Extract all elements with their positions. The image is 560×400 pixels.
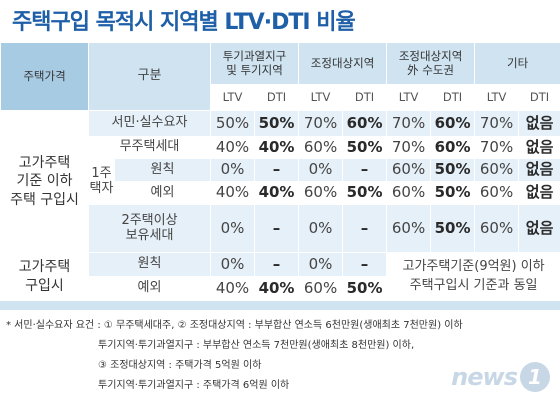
row-label: 예외 xyxy=(113,181,212,205)
ltv-header: LTV xyxy=(386,84,432,111)
row-label: 2주택이상 보유세대 xyxy=(87,204,212,253)
row-label: 무주택세대 xyxy=(87,136,212,159)
ltv-header: LTV xyxy=(474,84,520,111)
ltv-header: LTV xyxy=(210,84,256,111)
cell-value: 60% xyxy=(386,204,432,253)
footnote-line: 투기지역·투기과열지구 : 부부합산 연소득 7천만원(생애최초 8천만원) 이… xyxy=(98,340,415,351)
ltv-header: LTV xyxy=(298,84,344,111)
cell-value: 0% xyxy=(210,252,256,277)
header-region-capital: 조정대상지역 外 수도권 xyxy=(386,42,476,85)
cell-value: 40% xyxy=(254,276,300,301)
header-purchase: 주택가격 xyxy=(0,42,89,111)
group-one-house: 1주택자 xyxy=(88,158,115,205)
row-label: 서민·실수요자 xyxy=(87,110,212,137)
cell-value: 없음 xyxy=(518,136,560,159)
cell-value: 60% xyxy=(430,110,476,137)
cell-value: 50% xyxy=(342,181,388,205)
row-label: 원칙 xyxy=(87,252,212,277)
dti-header: DTI xyxy=(518,84,560,111)
dti-header: DTI xyxy=(430,84,476,111)
cell-value: – xyxy=(342,158,388,182)
cell-value: 70% xyxy=(386,110,432,137)
footnote-line: ③ 조정대상지역 : 주택가격 5억원 이하 xyxy=(98,360,262,371)
header-region-other: 기타 xyxy=(474,42,560,85)
cell-value: 50% xyxy=(342,276,388,301)
cell-value: – xyxy=(342,204,388,253)
page-title: 주택구입 목적시 지역별 LTV·DTI 비율 xyxy=(12,10,356,35)
group-below-high-price: 고가주택 기준 이하 주택 구입시 xyxy=(0,110,89,253)
cell-value: 60% xyxy=(474,181,520,205)
cell-value: 60% xyxy=(386,158,432,182)
cell-value: 70% xyxy=(386,136,432,159)
cell-value: 40% xyxy=(254,136,300,159)
logo-word: news xyxy=(451,363,518,391)
cell-value: – xyxy=(342,252,388,277)
merged-note: 고가주택기준(9억원) 이하 주택구입시 기준과 동일 xyxy=(386,252,560,301)
cell-value: 0% xyxy=(298,204,344,253)
cell-value: 70% xyxy=(298,110,344,137)
cell-value: 0% xyxy=(298,252,344,277)
cell-value: 50% xyxy=(254,110,300,137)
logo-mark: 1 xyxy=(520,362,550,392)
ltv-dti-table: 주택가격 구분 투기과열지구 및 투기지역 조정대상지역 조정대상지역 外 수도… xyxy=(0,42,560,301)
cell-value: 40% xyxy=(210,181,256,205)
row-label: 원칙 xyxy=(113,158,212,182)
row-label: 예외 xyxy=(87,276,212,301)
cell-value: 60% xyxy=(298,136,344,159)
cell-value: 50% xyxy=(342,136,388,159)
cell-value: 0% xyxy=(298,158,344,182)
cell-value: 없음 xyxy=(518,110,560,137)
header-region-speculation: 투기과열지구 및 투기지역 xyxy=(210,42,300,85)
news1-logo: news 1 xyxy=(451,362,550,392)
header-region-adjustment: 조정대상지역 xyxy=(298,42,388,85)
cell-value: 0% xyxy=(210,204,256,253)
cell-value: 60% xyxy=(474,158,520,182)
dti-header: DTI xyxy=(254,84,300,111)
cell-value: 50% xyxy=(210,110,256,137)
cell-value: 60% xyxy=(430,136,476,159)
cell-value: 60% xyxy=(298,181,344,205)
cell-value: 50% xyxy=(430,158,476,182)
cell-value: 40% xyxy=(254,181,300,205)
cell-value: 40% xyxy=(210,136,256,159)
cell-value: 60% xyxy=(342,110,388,137)
cell-value: – xyxy=(254,252,300,277)
cell-value: 0% xyxy=(210,158,256,182)
cell-value: 40% xyxy=(210,276,256,301)
header-type: 구분 xyxy=(87,42,212,111)
cell-value: 없음 xyxy=(518,158,560,182)
cell-value: – xyxy=(254,158,300,182)
cell-value: – xyxy=(254,204,300,253)
dti-header: DTI xyxy=(342,84,388,111)
footnote-line: 투기지역·투기과열지구 : 주택가격 6억원 이하 xyxy=(98,380,290,391)
cell-value: 60% xyxy=(474,204,520,253)
group-high-price: 고가주택 구입시 xyxy=(0,252,89,301)
cell-value: 50% xyxy=(430,181,476,205)
cell-value: 없음 xyxy=(518,204,560,253)
cell-value: 60% xyxy=(386,181,432,205)
cell-value: 70% xyxy=(474,136,520,159)
footnote-line: * 서민·실수요자 요건 : ① 무주택세대주, ② 조정대상지역 : 부부합산… xyxy=(6,320,463,331)
cell-value: 50% xyxy=(430,204,476,253)
footnotes: * 서민·실수요자 요건 : ① 무주택세대주, ② 조정대상지역 : 부부합산… xyxy=(6,316,463,396)
cell-value: 없음 xyxy=(518,181,560,205)
cell-value: 60% xyxy=(298,276,344,301)
cell-value: 70% xyxy=(474,110,520,137)
